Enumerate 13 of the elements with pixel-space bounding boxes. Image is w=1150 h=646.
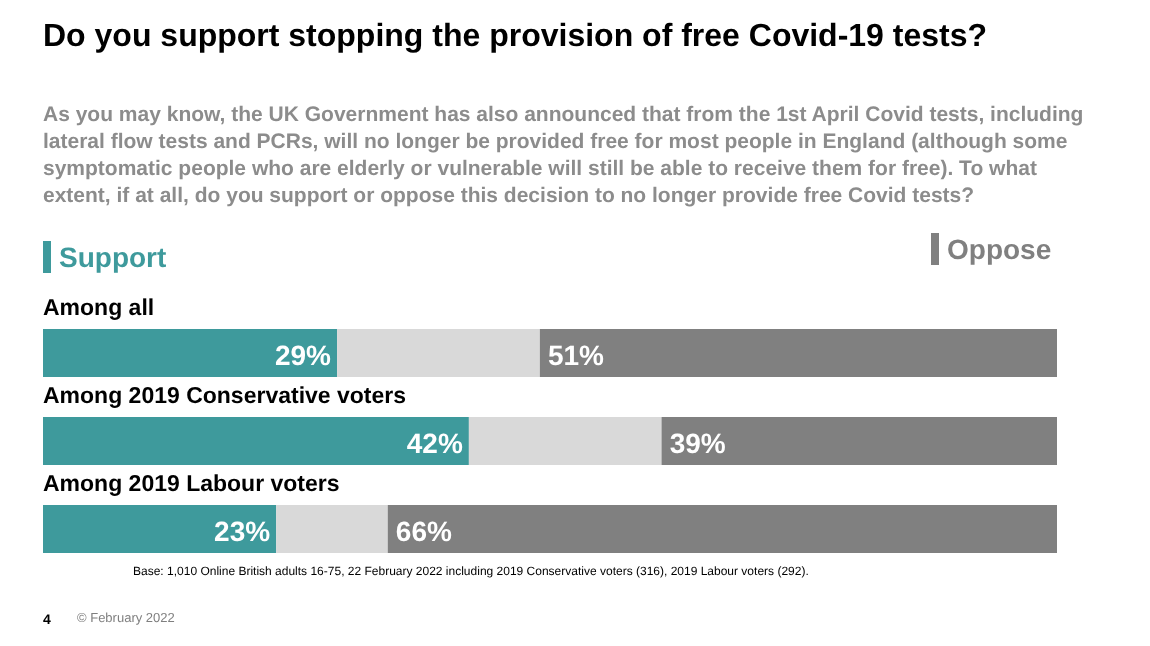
y-tick-label: Among 2019 Labour voters (43, 473, 340, 497)
y-tick-label: Among all (43, 297, 155, 321)
data-label: 42% (406, 427, 464, 459)
data-label: 23% (214, 515, 272, 547)
y-tick-label: Among 2019 Conservative voters (43, 385, 407, 409)
legend-label: Support (59, 241, 167, 273)
data-label: 66% (395, 515, 454, 547)
data-label: 39% (669, 427, 727, 459)
legend-label: Oppose (947, 233, 1052, 265)
data-label: 29% (274, 339, 333, 371)
data-label: 51% (547, 339, 606, 371)
chart-subtitle: As you may know, the UK Government has also announced that from the 1st April Covid tests, including lateral flow tests and PCRs, will no longer be provided free for most people in England (although some symptomatic people who are elderly or vulnerable will still be able to receive them for free). To what extent, if at all, do you support or oppose this decision to no longer provide free Covid tests? (43, 103, 1084, 208)
chart-title: Do you support stopping the provision of free Covid-19 tests? (43, 20, 988, 54)
